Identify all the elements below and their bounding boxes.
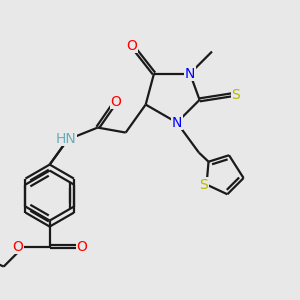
Text: N: N <box>185 67 195 81</box>
Text: S: S <box>231 88 240 102</box>
Text: O: O <box>110 94 121 109</box>
Text: O: O <box>127 39 137 52</box>
Text: O: O <box>12 240 23 254</box>
Text: O: O <box>76 240 87 254</box>
Text: S: S <box>199 178 208 192</box>
Text: N: N <box>172 116 182 130</box>
Text: HN: HN <box>55 132 76 145</box>
